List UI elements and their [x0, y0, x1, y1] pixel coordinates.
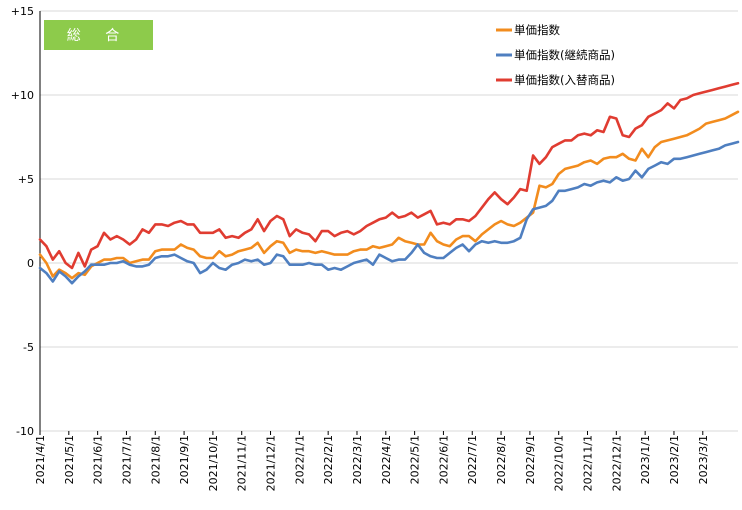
y-tick-label: 0: [27, 257, 34, 270]
series-line-1: [38, 140, 740, 285]
x-tick-label: 2022/11/1: [582, 435, 595, 491]
series-line-2: [38, 81, 740, 270]
y-axis-ticks: +15 +10 +5 0 -5 -10: [11, 5, 34, 438]
x-tick-label: 2022/7/1: [466, 435, 479, 484]
x-tick-label: 2023/1/1: [639, 435, 652, 484]
x-tick-label: 2022/9/1: [524, 435, 537, 484]
x-tick-label: 2021/10/1: [207, 435, 220, 491]
x-tick-label: 2022/5/1: [409, 435, 422, 484]
x-tick-label: 2022/10/1: [553, 435, 566, 491]
badge: 総 合: [44, 20, 153, 50]
x-tick-label: 2021/5/1: [63, 435, 76, 484]
series-line-0: [38, 110, 740, 280]
x-tick-label: 2022/2/1: [322, 435, 335, 484]
y-tick-label: -10: [16, 425, 34, 438]
grid-lines: [40, 10, 738, 432]
y-tick-label: -5: [23, 341, 34, 354]
x-tick-label: 2022/8/1: [495, 435, 508, 484]
x-tick-label: 2022/3/1: [351, 435, 364, 484]
x-tick-label: 2023/3/1: [697, 435, 710, 484]
y-tick-label: +10: [11, 89, 34, 102]
x-tick-label: 2022/4/1: [380, 435, 393, 484]
legend-label-1: 単価指数(継続商品): [514, 48, 615, 62]
y-tick-label: +15: [11, 5, 34, 18]
x-tick-label: 2021/4/1: [34, 435, 47, 484]
x-axis-ticks: 2021/4/1 2021/5/1 2021/6/1 2021/7/1 2021/8/1…: [34, 431, 710, 491]
x-tick-label: 2021/12/1: [265, 435, 278, 491]
badge-label: 総 合: [67, 28, 129, 44]
legend-label-2: 単価指数(入替商品): [514, 73, 615, 87]
badge-background: [44, 20, 153, 50]
x-tick-label: 2023/2/1: [668, 435, 681, 484]
x-tick-label: 2021/11/1: [236, 435, 249, 491]
x-tick-label: 2021/6/1: [92, 435, 105, 484]
y-tick-label: +5: [18, 173, 34, 186]
x-tick-label: 2022/12/1: [610, 435, 623, 491]
legend-label-0: 単価指数: [514, 23, 560, 37]
series-lines: [38, 81, 740, 285]
x-tick-label: 2021/7/1: [120, 435, 133, 484]
x-tick-label: 2022/1/1: [293, 435, 306, 484]
x-tick-label: 2022/6/1: [437, 435, 450, 484]
x-tick-label: 2021/8/1: [149, 435, 162, 484]
x-tick-label: 2021/9/1: [178, 435, 191, 484]
